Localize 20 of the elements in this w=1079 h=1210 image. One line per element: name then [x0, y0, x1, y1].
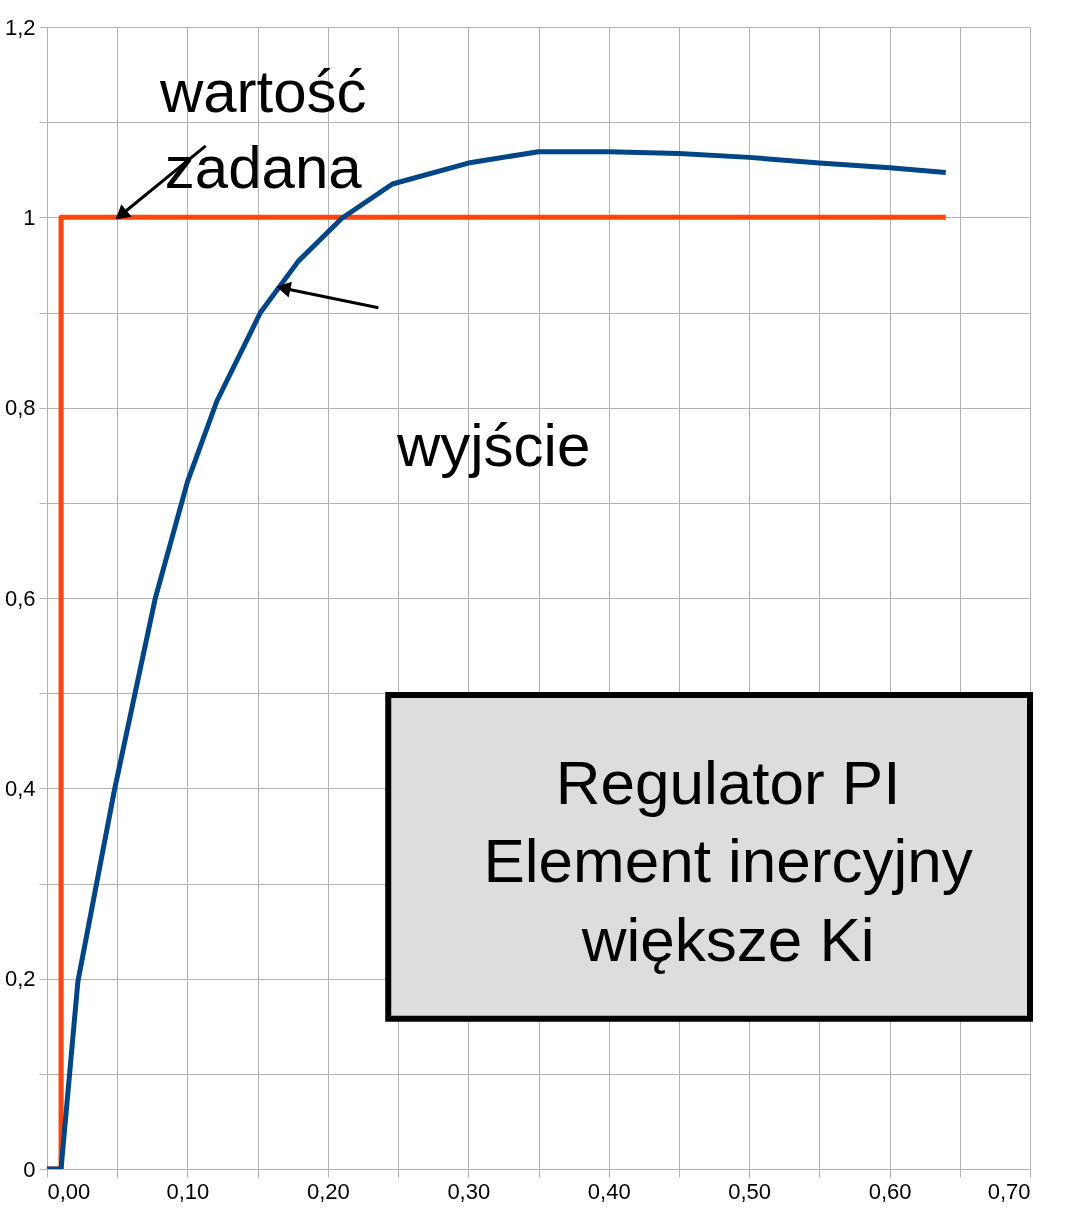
series-label: wartość zadana [158, 57, 367, 201]
annotation: Regulator PI [555, 747, 901, 817]
x-tick-label: 0,20 [306, 1178, 350, 1204]
x-tick-label: 0,70 [987, 1178, 1031, 1204]
x-tick-label: 0,00 [47, 1178, 91, 1204]
y-tick-label: 1,2 [4, 14, 36, 40]
y-tick-label: 1 [23, 204, 36, 230]
x-tick-label: 0,50 [728, 1178, 772, 1204]
annotation: Element inercyjny [483, 826, 973, 896]
y-tick-label: 0,6 [4, 585, 36, 611]
x-tick-label: 0,30 [447, 1178, 491, 1204]
y-tick-label: 0,4 [4, 775, 36, 801]
y-tick-label: 0,2 [4, 966, 36, 992]
x-tick-label: 0,60 [868, 1178, 912, 1204]
annotation: większe Ki [580, 904, 875, 974]
x-tick-label: 0,40 [587, 1178, 631, 1204]
y-tick-label: 0 [23, 1156, 36, 1182]
text: wyjście [395, 411, 591, 479]
y-tick-label: 0,8 [4, 395, 36, 421]
x-tick-label: 0,10 [166, 1178, 210, 1204]
